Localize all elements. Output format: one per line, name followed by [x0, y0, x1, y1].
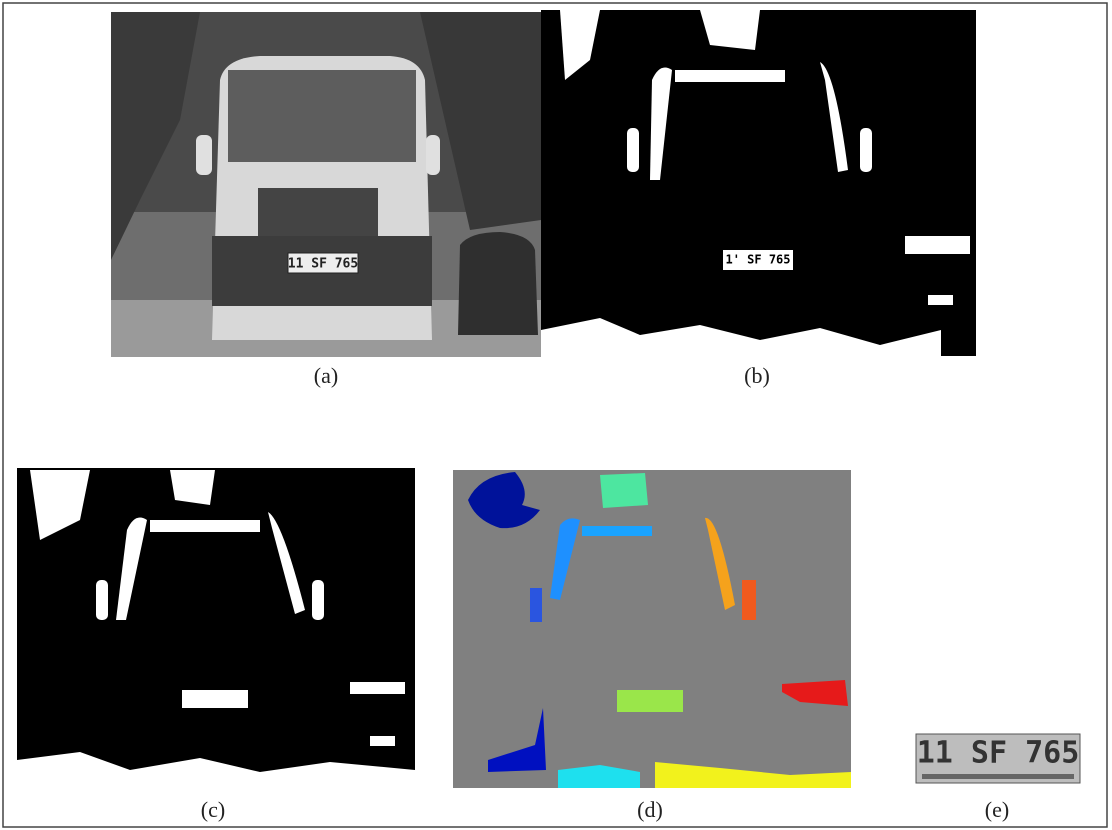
panel-c-image [17, 468, 415, 785]
plate-text: 1' SF 765 [725, 253, 790, 267]
plate-text: 11 SF 765 [917, 736, 1080, 771]
panel-d-image [453, 470, 851, 788]
caption: (e) [985, 797, 1009, 822]
plate-text: 11 SF 765 [288, 257, 358, 272]
caption: (a) [314, 363, 338, 388]
panel-b-image: 1' SF 765 [541, 10, 976, 356]
caption: (b) [744, 363, 770, 388]
panel-a-image: 11 SF 765 [111, 12, 541, 357]
figure: 11 SF 765 (a) 1' SF 765 (b) (c) [0, 0, 1112, 830]
panel-e-image: 11 SF 765 [916, 734, 1080, 783]
caption: (d) [637, 797, 663, 822]
caption: (c) [201, 797, 225, 822]
